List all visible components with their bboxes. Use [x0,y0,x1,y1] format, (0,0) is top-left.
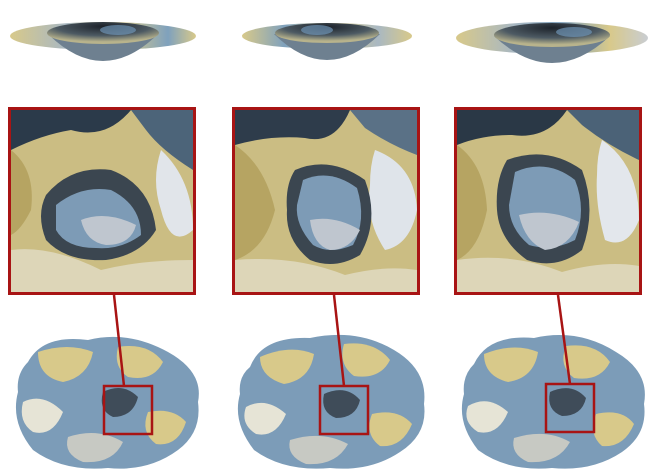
panel-column-1 [8,0,218,472]
protein-surface-1 [15,336,199,469]
protein-surface-2 [237,334,425,469]
surface-dish-2 [242,23,412,60]
zoom-view-2 [232,107,420,295]
zoom-view-3 [454,107,642,295]
panel-column-2 [232,0,442,472]
surface-dish-3 [456,22,648,63]
panel-column-3 [454,0,655,472]
surface-dish-1 [10,22,196,61]
protein-surface-3 [461,335,645,469]
zoom-view-1 [8,107,196,295]
